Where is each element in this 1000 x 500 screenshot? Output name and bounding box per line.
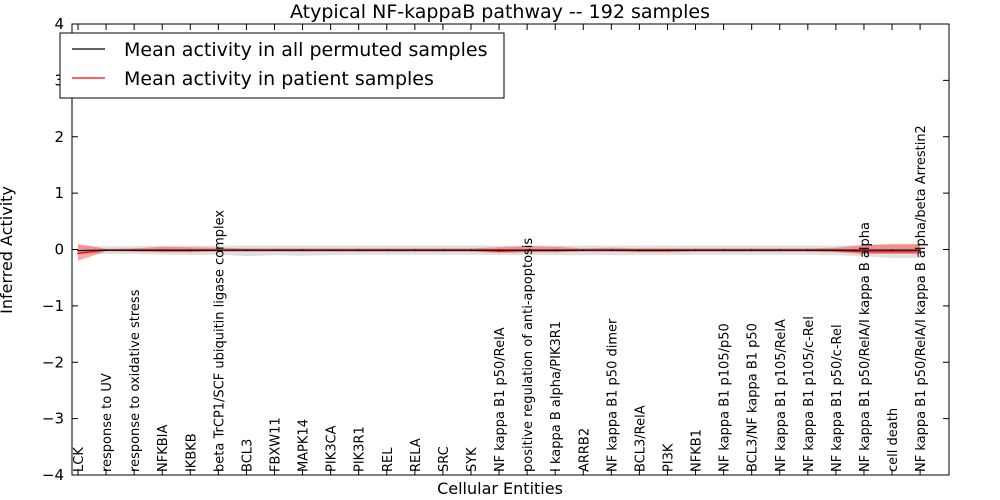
x-tick-label: NF kappa B1 p50/RelA/I kappa B alpha/bet… bbox=[914, 125, 929, 472]
x-tick-label: response to UV bbox=[100, 373, 115, 472]
data-point-permuted bbox=[722, 249, 725, 251]
x-tick-label: cell death bbox=[886, 408, 901, 472]
y-tick-label: 4 bbox=[54, 15, 64, 33]
x-tick-label: NFKBIA bbox=[156, 425, 171, 472]
x-tick-label: NF kappa B1 p50/RelA/I kappa B alpha bbox=[858, 222, 873, 472]
y-axis-label: Inferred Activity bbox=[0, 186, 16, 314]
data-point-permuted bbox=[526, 249, 528, 251]
x-tick-label: response to oxidative stress bbox=[128, 289, 143, 472]
y-tick-label: −2 bbox=[42, 353, 64, 371]
x-axis-label: Cellular Entities bbox=[437, 479, 563, 498]
data-point-permuted bbox=[217, 249, 220, 251]
x-axis-ticks: LCK response to UV response to oxidative s… bbox=[72, 24, 929, 475]
x-tick-label: BCL3/RelA bbox=[633, 405, 648, 472]
legend: Mean activity in all permuted samples Me… bbox=[59, 32, 505, 99]
data-point-permuted bbox=[386, 249, 388, 251]
x-tick-label: ARRB2 bbox=[577, 428, 592, 472]
y-tick-label: 3 bbox=[54, 71, 64, 89]
x-tick-label: BCL3/NF kappa B1 p50 bbox=[746, 323, 761, 472]
y-axis-ticks: −4 −3 −2 −1 0 1 2 3 4 bbox=[42, 15, 949, 484]
data-point-permuted bbox=[919, 249, 921, 251]
data-point-permuted bbox=[891, 249, 893, 251]
x-tick-label: PI3K bbox=[662, 443, 677, 472]
plot-area-frame bbox=[71, 23, 950, 476]
data-point-permuted bbox=[161, 249, 163, 251]
y-tick-label: 1 bbox=[54, 184, 64, 202]
data-point-patient bbox=[77, 252, 79, 255]
x-tick-label: NF kappa B1 p105/RelA bbox=[774, 319, 789, 472]
chart-title: Atypical NF-kappaB pathway -- 192 sample… bbox=[290, 1, 710, 23]
y-tick-label: −4 bbox=[42, 466, 64, 484]
y-tick-label: 2 bbox=[54, 128, 64, 146]
x-tick-label: PIK3CA bbox=[325, 425, 340, 472]
x-tick-label: REL bbox=[381, 447, 396, 472]
x-tick-label: NF kappa B1 p50 dimer bbox=[605, 318, 620, 472]
data-point-permuted bbox=[835, 249, 837, 251]
data-point-permuted bbox=[582, 249, 585, 251]
x-tick-label: beta TrCP1/SCF ubiquitin ligase complex bbox=[212, 210, 227, 472]
data-point-permuted bbox=[638, 249, 641, 251]
x-tick-label: LCK bbox=[72, 447, 87, 472]
legend-label-permuted: Mean activity in all permuted samples bbox=[124, 39, 487, 61]
data-point-permuted bbox=[105, 249, 107, 251]
series-lines bbox=[77, 249, 921, 255]
data-point-patient bbox=[891, 251, 893, 253]
data-point-permuted bbox=[498, 249, 500, 251]
x-tick-label: NFKB1 bbox=[690, 429, 705, 472]
data-point-permuted bbox=[610, 249, 613, 251]
data-point-permuted bbox=[414, 249, 416, 251]
data-point-permuted bbox=[470, 249, 472, 251]
x-tick-label: PIK3R1 bbox=[353, 426, 368, 472]
x-tick-label: NF kappa B1 p50/RelA bbox=[493, 327, 508, 472]
data-point-patient bbox=[863, 251, 865, 253]
data-point-patient bbox=[498, 250, 500, 252]
x-tick-label: SYK bbox=[465, 447, 480, 472]
x-tick-label: RELA bbox=[409, 438, 424, 472]
x-tick-label: I kappa B alpha/PIK3R1 bbox=[549, 321, 564, 472]
data-point-permuted bbox=[133, 249, 135, 251]
y-tick-label: 0 bbox=[54, 241, 64, 259]
legend-label-patient: Mean activity in patient samples bbox=[124, 68, 434, 90]
legend-box bbox=[59, 32, 505, 99]
band-patient bbox=[78, 243, 921, 261]
x-tick-label: SRC bbox=[437, 446, 452, 472]
data-point-permuted bbox=[666, 249, 669, 251]
x-tick-label: NF kappa B1 p105/p50 bbox=[718, 323, 733, 472]
x-tick-label: NF kappa B1 p50/c-Rel bbox=[830, 324, 845, 472]
data-point-permuted bbox=[273, 249, 276, 251]
data-point-permuted bbox=[807, 249, 809, 251]
y-tick-label: −3 bbox=[42, 410, 64, 428]
data-point-patient bbox=[919, 251, 921, 253]
x-tick-label: BCL3 bbox=[240, 439, 255, 472]
data-point-permuted bbox=[189, 249, 192, 251]
data-point-permuted bbox=[694, 249, 697, 251]
data-point-permuted bbox=[779, 249, 781, 251]
x-tick-label: FBXW11 bbox=[269, 417, 284, 472]
data-point-permuted bbox=[245, 249, 248, 251]
x-tick-label: NF kappa B1 p105/c-Rel bbox=[802, 316, 817, 472]
data-point-permuted bbox=[357, 249, 360, 251]
data-point-permuted bbox=[750, 249, 753, 251]
y-tick-label: −1 bbox=[42, 297, 64, 315]
x-tick-label: MAPK14 bbox=[297, 419, 312, 472]
data-point-permuted bbox=[329, 249, 332, 251]
x-tick-label: IKBKB bbox=[184, 433, 199, 472]
data-point-permuted bbox=[77, 249, 79, 252]
data-point-permuted bbox=[863, 249, 865, 251]
confidence-bands bbox=[78, 243, 921, 261]
data-point-permuted bbox=[442, 249, 444, 251]
data-point-permuted bbox=[554, 249, 556, 251]
x-tick-label: positive regulation of anti-apoptosis bbox=[521, 238, 536, 472]
data-point-permuted bbox=[301, 249, 304, 251]
